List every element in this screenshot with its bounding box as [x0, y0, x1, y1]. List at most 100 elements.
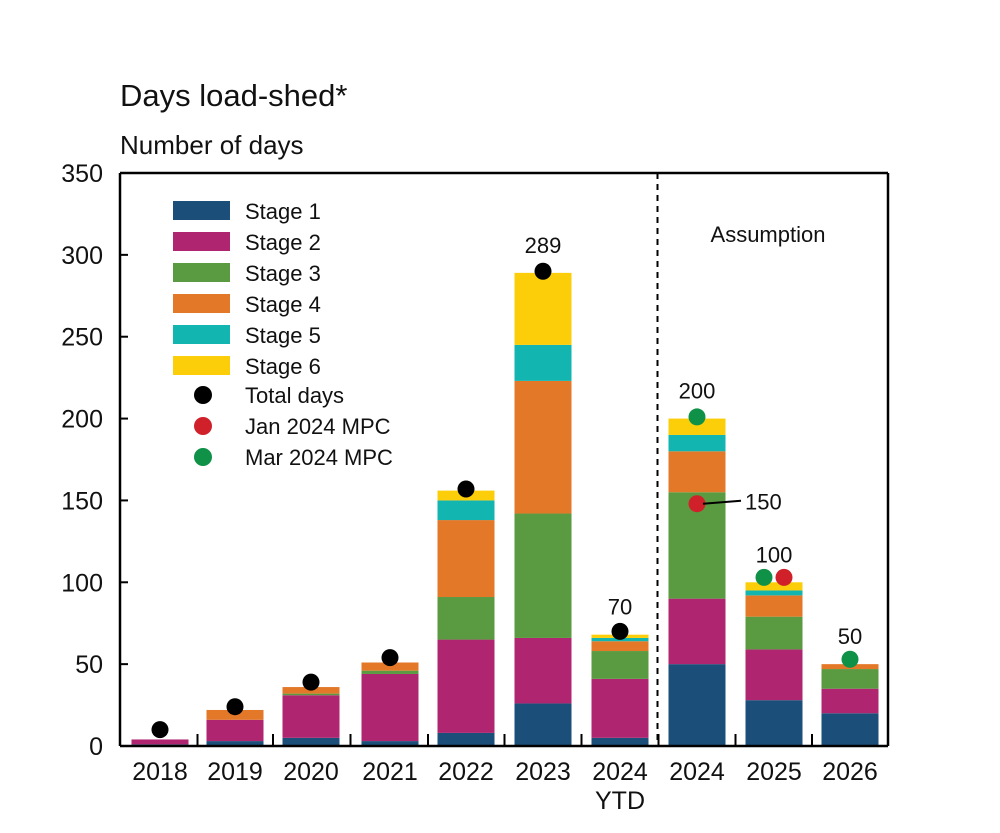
bar-segment-stage-2-2020: [282, 695, 340, 738]
assumption-annotation: Assumption: [711, 222, 826, 247]
y-tick-label-100: 100: [61, 569, 103, 597]
marker-total-days-2023: [534, 262, 552, 280]
marker-jan-2024-mpc-2025: [775, 568, 793, 586]
bar-segment-stage-3-2024-ytd: [591, 651, 649, 679]
marker-mar-2024-mpc-2024: [688, 408, 706, 426]
bar-segment-stage-2-2021: [361, 673, 419, 742]
bar-segment-stage-4-2024-ytd: [591, 641, 649, 652]
y-axis-title: Number of days: [120, 130, 304, 160]
y-tick-label-200: 200: [61, 406, 103, 434]
marker-total-days-2020: [302, 673, 320, 691]
bar-segment-stage-3-2026: [821, 669, 879, 689]
legend: Stage 1 Stage 2 Stage 3 Stage 4 Stage 5 Stage…: [173, 199, 393, 470]
legend-label-stage-4: Stage 4: [245, 292, 321, 317]
bar-segment-stage-1-2026: [821, 713, 879, 746]
bar-segment-stage-4-2025: [745, 595, 803, 617]
bar-segment-stage-4-2021: [361, 662, 419, 671]
y-tick-label-150: 150: [61, 487, 103, 515]
legend-label-total-days: Total days: [245, 383, 344, 408]
legend-label-jan-2024-mpc: Jan 2024 MPC: [245, 414, 391, 439]
x-tick-label-2021: 2021: [362, 758, 418, 786]
callout-label: 150: [745, 490, 782, 515]
bar-segment-stage-2-2026: [821, 688, 879, 714]
bar-segment-stage-1-2023: [514, 703, 572, 746]
data-label-2025: 100: [756, 542, 793, 567]
legend-swatch-stage-1: [173, 201, 230, 220]
y-tick-label-350: 350: [61, 160, 103, 188]
bar-segment-stage-5-2025: [745, 590, 803, 596]
legend-swatch-stage-4: [173, 294, 230, 313]
marker-total-days-2018: [151, 721, 169, 739]
data-label-2023: 289: [525, 233, 562, 258]
data-label-2024-ytd: 70: [608, 595, 632, 620]
legend-marker-mar-2024-mpc: [194, 448, 212, 466]
data-label-2024: 200: [679, 379, 716, 404]
legend-label-mar-2024-mpc: Mar 2024 MPC: [245, 445, 393, 470]
axes-layer: 0 50 100 150 200 250 300 350 2018 2019 2020 2021 202…: [61, 160, 890, 815]
bar-segment-stage-2-2024: [668, 598, 726, 665]
bar-segment-stage-2-2025: [745, 649, 803, 701]
bar-segment-stage-6-2024: [668, 418, 726, 435]
x-tick-label-2018: 2018: [132, 758, 188, 786]
bar-segment-stage-5-2023: [514, 344, 572, 381]
bar-segment-stage-2-2018: [131, 739, 189, 745]
data-label-2026: 50: [838, 624, 862, 649]
bar-segment-stage-3-2023: [514, 513, 572, 638]
bar-segment-stage-1-2022: [437, 732, 495, 746]
marker-total-days-2024-ytd: [611, 622, 629, 640]
x-tick-label-2024: 2024: [669, 758, 725, 786]
callout-leader-line: [702, 499, 742, 505]
marker-total-days-2019: [226, 698, 244, 716]
marker-total-days-2022: [457, 480, 475, 498]
bar-segment-stage-4-2022: [437, 520, 495, 598]
markers-layer: [151, 262, 859, 739]
legend-swatch-stage-6: [173, 356, 230, 375]
x-tick-label-2025: 2025: [746, 758, 802, 786]
x-tick-label-2026: 2026: [822, 758, 878, 786]
y-tick-label-0: 0: [89, 733, 103, 761]
marker-total-days-2021: [381, 649, 399, 667]
bar-segment-stage-1-2024-ytd: [591, 737, 649, 746]
y-tick-label-300: 300: [61, 242, 103, 270]
marker-jan-2024-mpc-2024: [688, 495, 706, 513]
bar-segment-stage-1-2025: [745, 700, 803, 746]
legend-marker-total-days: [194, 386, 212, 404]
marker-mar-2024-mpc-2025: [755, 568, 773, 586]
x-tick-label-2023: 2023: [515, 758, 571, 786]
y-tick-label-50: 50: [75, 651, 103, 679]
legend-label-stage-2: Stage 2: [245, 230, 321, 255]
bar-segment-stage-4-2023: [514, 380, 572, 514]
legend-swatch-stage-3: [173, 263, 230, 282]
x-tick-label-2022: 2022: [438, 758, 494, 786]
bar-segment-stage-1-2021: [361, 741, 419, 746]
bars-layer: [131, 272, 879, 746]
bar-segment-stage-3-2020: [282, 693, 340, 696]
bar-segment-stage-1-2020: [282, 737, 340, 746]
chart-title: Days load-shed*: [120, 78, 348, 113]
bar-segment-stage-3-2025: [745, 616, 803, 650]
bar-segment-stage-2-2019: [206, 719, 264, 742]
bar-segment-stage-1-2024: [668, 664, 726, 746]
legend-label-stage-6: Stage 6: [245, 354, 321, 379]
x-tick-label-2020: 2020: [283, 758, 339, 786]
bar-segment-stage-3-2021: [361, 670, 419, 674]
bar-segment-stage-5-2024: [668, 434, 726, 452]
x-tick-label-2019: 2019: [207, 758, 263, 786]
legend-label-stage-5: Stage 5: [245, 323, 321, 348]
y-tick-label-250: 250: [61, 324, 103, 352]
bar-segment-stage-4-2024: [668, 451, 726, 493]
legend-swatch-stage-5: [173, 325, 230, 344]
bar-segment-stage-2-2022: [437, 639, 495, 733]
marker-mar-2024-mpc-2026: [841, 650, 859, 668]
bar-segment-stage-6-2023: [514, 272, 572, 345]
bar-segment-stage-6-2025: [745, 582, 803, 591]
bar-segment-stage-3-2022: [437, 597, 495, 640]
bar-segment-stage-2-2024-ytd: [591, 678, 649, 738]
bar-segment-stage-2-2023: [514, 637, 572, 704]
bar-segment-stage-1-2019: [206, 741, 264, 746]
legend-swatch-stage-2: [173, 232, 230, 251]
x-tick-label-2024-ytd: 2024 YTD: [592, 758, 648, 815]
legend-marker-jan-2024-mpc: [194, 417, 212, 435]
bar-segment-stage-5-2022: [437, 500, 495, 521]
